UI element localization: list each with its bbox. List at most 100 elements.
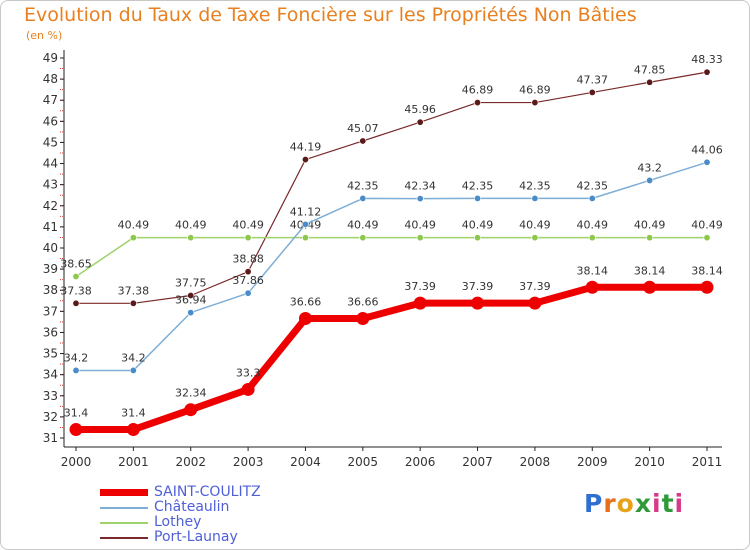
data-label-saint-coulitz: 37.39 <box>519 280 551 293</box>
y-tick-label: 36 <box>43 325 58 339</box>
point-saint-coulitz <box>298 312 312 326</box>
point-chateaulin <box>187 309 195 317</box>
data-label-lothey: 40.49 <box>175 219 207 232</box>
logo-letter: o <box>616 489 635 518</box>
series-line-port-launay <box>75 71 708 304</box>
data-label-saint-coulitz: 32.34 <box>175 387 207 400</box>
point-lothey <box>588 234 596 242</box>
point-saint-coulitz <box>356 312 370 326</box>
point-lothey <box>359 234 367 242</box>
point-saint-coulitz <box>700 280 714 294</box>
data-label-port-launay: 46.89 <box>519 84 551 97</box>
data-label-chateaulin: 43.2 <box>637 161 662 174</box>
point-saint-coulitz <box>69 423 83 437</box>
data-label-chateaulin: 42.35 <box>577 179 609 192</box>
x-tick-label: 2000 <box>61 455 92 469</box>
legend-label: Port-Launay <box>154 529 238 545</box>
point-port-launay <box>244 268 252 276</box>
x-tick-label: 2009 <box>577 455 608 469</box>
y-tick-label: 38 <box>43 283 58 297</box>
unit-label: (en %) <box>26 29 63 42</box>
data-label-port-launay: 45.96 <box>404 103 436 116</box>
point-saint-coulitz <box>643 280 657 294</box>
data-label-port-launay: 47.85 <box>634 63 666 76</box>
point-lothey <box>72 272 80 280</box>
y-tick-label: 32 <box>43 410 58 424</box>
legend-label: Châteaulin <box>154 499 230 515</box>
data-label-port-launay: 38.88 <box>232 253 264 266</box>
data-label-lothey: 40.49 <box>691 219 723 232</box>
point-port-launay <box>474 99 482 107</box>
series-line-chateaulin <box>75 161 708 372</box>
data-label-saint-coulitz: 38.14 <box>577 264 609 277</box>
point-saint-coulitz <box>528 296 542 310</box>
y-tick-label: 33 <box>43 389 58 403</box>
data-label-lothey: 40.49 <box>404 219 436 232</box>
logo-letter: i <box>652 489 662 518</box>
point-lothey <box>474 234 482 242</box>
data-label-chateaulin: 37.86 <box>232 274 264 287</box>
point-chateaulin <box>416 195 424 203</box>
x-tick-label: 2002 <box>175 455 206 469</box>
point-saint-coulitz <box>413 296 427 310</box>
point-port-launay <box>531 99 539 107</box>
data-label-port-launay: 37.75 <box>175 277 207 290</box>
data-label-chateaulin: 42.35 <box>519 179 551 192</box>
point-port-launay <box>646 78 654 86</box>
data-label-saint-coulitz: 38.14 <box>634 264 666 277</box>
data-label-port-launay: 47.37 <box>577 73 609 86</box>
point-lothey <box>646 234 654 242</box>
y-tick-label: 49 <box>43 51 58 65</box>
point-port-launay <box>301 156 309 164</box>
legend-swatch-port-launay <box>100 536 148 539</box>
chart-title: Evolution du Taux de Taxe Foncière sur l… <box>24 4 637 26</box>
point-chateaulin <box>72 366 80 374</box>
data-label-port-launay: 46.89 <box>462 84 494 97</box>
x-tick-label: 2010 <box>634 455 665 469</box>
point-port-launay <box>703 68 711 76</box>
data-label-chateaulin: 36.94 <box>175 294 207 307</box>
data-label-saint-coulitz: 37.39 <box>462 280 494 293</box>
data-label-port-launay: 37.38 <box>118 284 150 297</box>
data-label-chateaulin: 42.35 <box>347 179 379 192</box>
y-tick-label: 46 <box>43 114 58 128</box>
y-tick-label: 48 <box>43 72 58 86</box>
point-saint-coulitz <box>184 403 198 417</box>
data-label-port-launay: 37.38 <box>60 284 92 297</box>
point-saint-coulitz <box>471 296 485 310</box>
data-label-lothey: 40.49 <box>347 219 379 232</box>
data-label-port-launay: 44.19 <box>290 141 322 154</box>
data-label-lothey: 40.49 <box>577 219 609 232</box>
legend-item-saint-coulitz[interactable]: SAINT-COULITZ <box>100 485 261 500</box>
point-port-launay <box>416 118 424 126</box>
point-chateaulin <box>646 176 654 184</box>
data-label-lothey: 38.65 <box>60 258 92 271</box>
x-tick-label: 2011 <box>692 455 723 469</box>
data-label-lothey: 40.49 <box>462 219 494 232</box>
data-label-saint-coulitz: 33.3 <box>236 366 261 379</box>
legend-item-port-launay[interactable]: Port-Launay <box>100 530 261 545</box>
legend-item-lothey[interactable]: Lothey <box>100 515 261 530</box>
point-lothey <box>531 234 539 242</box>
x-tick-label: 2004 <box>290 455 321 469</box>
logo-letter: x <box>634 489 652 518</box>
point-chateaulin <box>301 220 309 228</box>
data-label-port-launay: 45.07 <box>347 122 379 135</box>
x-tick-label: 2008 <box>520 455 551 469</box>
data-label-chateaulin: 41.12 <box>290 205 322 218</box>
point-port-launay <box>129 299 137 307</box>
y-tick-label: 35 <box>43 347 58 361</box>
data-label-lothey: 40.49 <box>232 219 264 232</box>
point-chateaulin <box>359 194 367 202</box>
data-label-saint-coulitz: 38.14 <box>691 264 723 277</box>
data-label-chateaulin: 34.2 <box>64 351 89 364</box>
data-label-chateaulin: 42.35 <box>462 179 494 192</box>
point-saint-coulitz <box>241 382 255 396</box>
legend-item-chateaulin[interactable]: Châteaulin <box>100 500 261 515</box>
point-lothey <box>129 234 137 242</box>
y-tick-label: 31 <box>43 431 58 445</box>
y-tick-label: 39 <box>43 262 58 276</box>
data-label-saint-coulitz: 31.4 <box>64 407 89 420</box>
data-label-chateaulin: 42.34 <box>404 180 436 193</box>
